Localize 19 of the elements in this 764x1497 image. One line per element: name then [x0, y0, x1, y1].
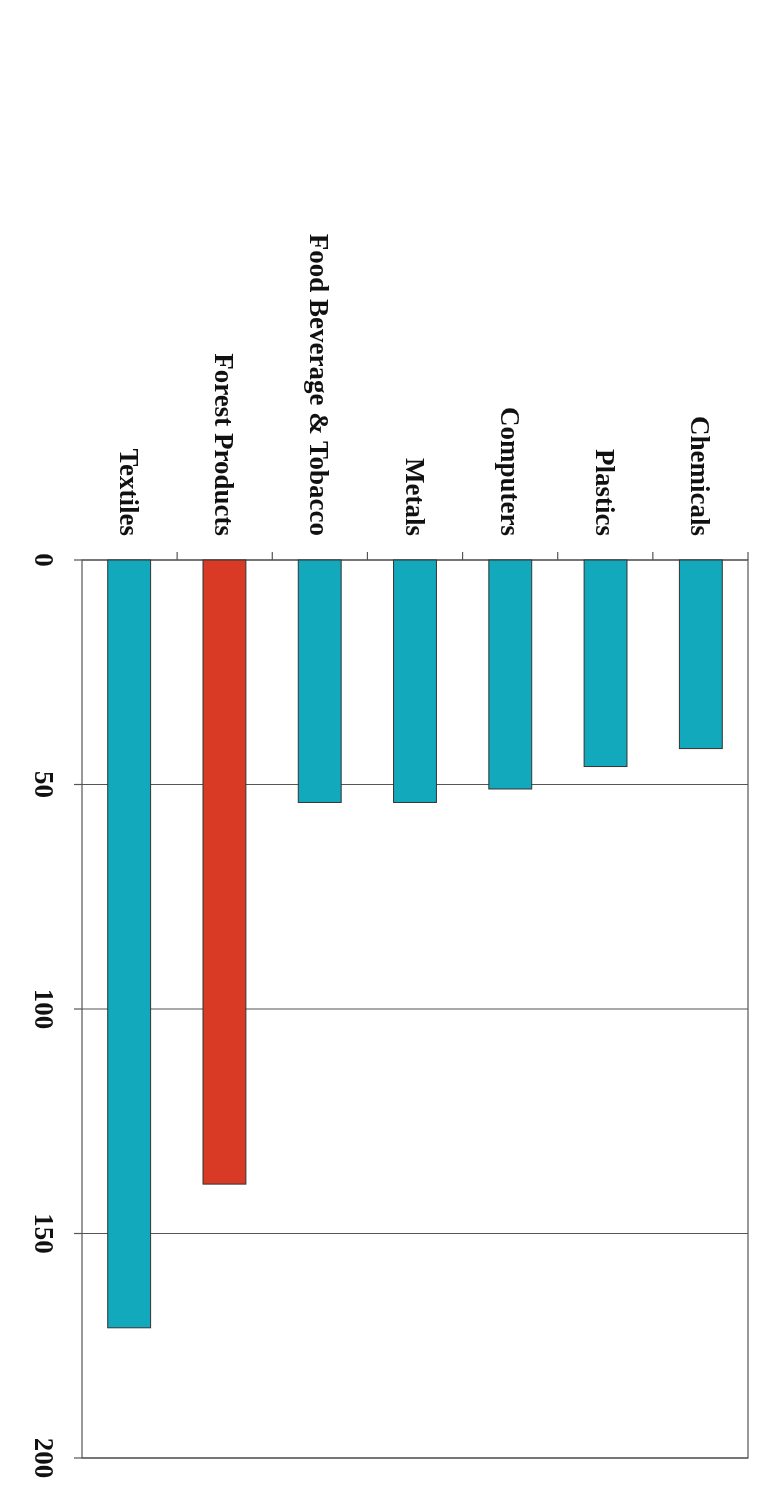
x-tick-label: Food Beverage & Tobacco [304, 233, 335, 536]
bar [107, 559, 152, 1329]
x-tick-label: Forest Products [208, 353, 239, 536]
x-tick-label: Textiles [113, 448, 144, 536]
y-tick-label: 150 [28, 1213, 59, 1254]
y-tick-label: 50 [28, 771, 59, 798]
y-tick-label: 0 [28, 553, 59, 567]
bar [583, 559, 628, 768]
bar [393, 559, 437, 803]
x-tick-label: Plastics [590, 449, 621, 536]
y-tick-label: 200 [28, 1437, 59, 1479]
bar [202, 559, 247, 1185]
x-tick-label: Computers [494, 407, 525, 536]
x-tick-label: Chemicals [685, 416, 716, 536]
x-tick-label: Metals [399, 458, 430, 536]
bar [488, 559, 533, 790]
bar [297, 559, 342, 803]
y-tick-label: 100 [28, 988, 59, 1030]
bar [678, 559, 723, 750]
